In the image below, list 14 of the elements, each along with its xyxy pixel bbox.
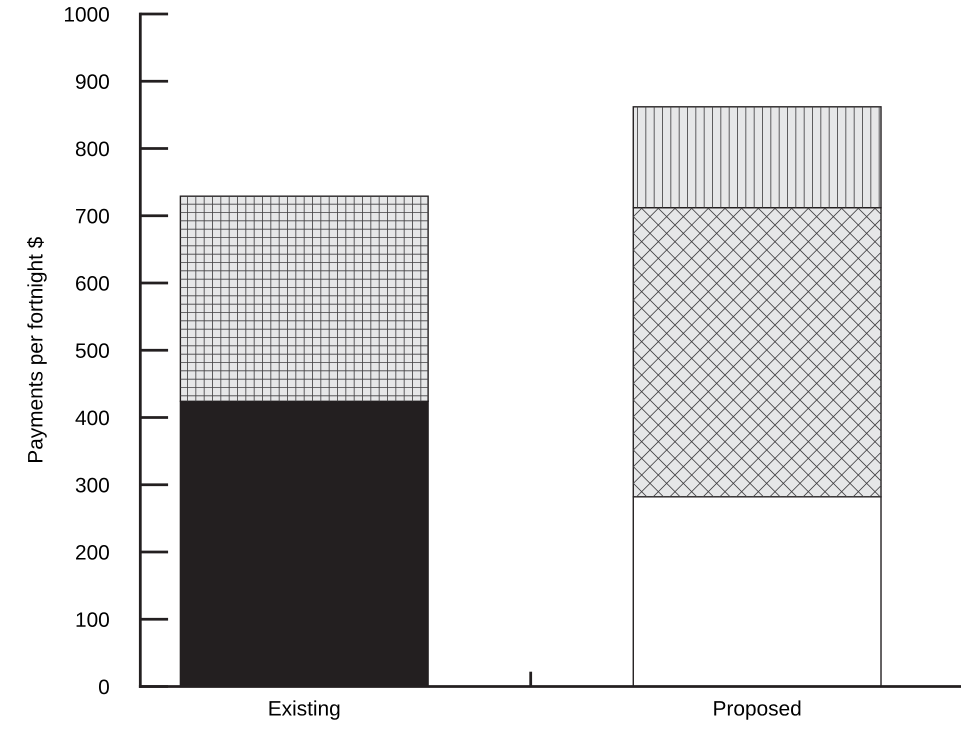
y-tick-label: 400	[75, 410, 109, 426]
y-tick-label: 500	[76, 343, 109, 358]
y-tick-label: 200	[76, 544, 109, 560]
y-tick-label: 700	[76, 208, 109, 224]
y-tick-label: 100	[76, 612, 109, 627]
y-tick-label: 900	[76, 74, 109, 89]
y-tick-label: 1000	[65, 6, 109, 22]
x-tick-label: Proposed	[714, 700, 800, 720]
x-tick-label: Existing	[269, 700, 340, 720]
y-tick-label: 800	[76, 141, 109, 156]
y-tick-label: 300	[76, 478, 109, 492]
y-tick-label: 0	[98, 679, 109, 694]
y-tick-label: 600	[76, 276, 109, 291]
y-axis-title: Payments per fortnight $	[26, 237, 47, 462]
